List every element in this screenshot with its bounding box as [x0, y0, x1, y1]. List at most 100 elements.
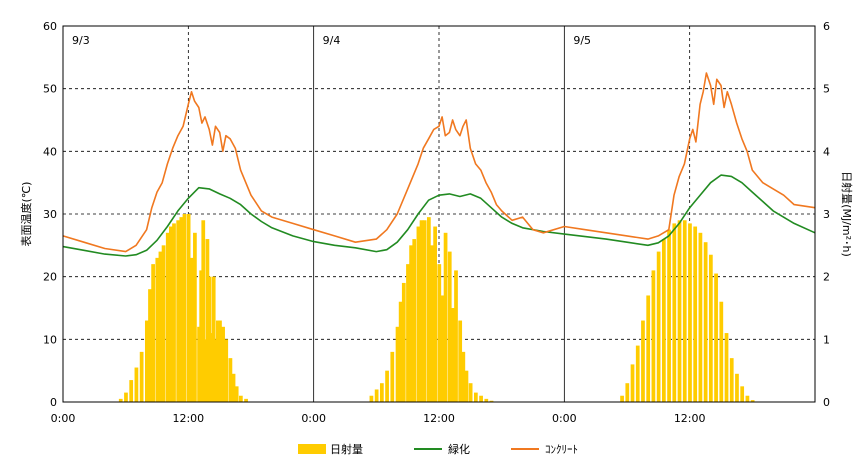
y-left-tick-label: 20: [43, 271, 57, 284]
y-right-tick-label: 3: [823, 208, 830, 221]
radiation-bar: [489, 400, 494, 402]
y-left-tick-label: 10: [43, 333, 57, 346]
radiation-bar: [216, 320, 220, 402]
radiation-bar: [203, 339, 208, 402]
radiation-bar: [228, 358, 233, 402]
radiation-bar: [144, 320, 149, 402]
radiation-bar: [479, 395, 483, 402]
radiation-bar: [426, 217, 431, 402]
plot-frame: [62, 25, 816, 403]
radiation-bar: [176, 220, 181, 402]
y-left-tick-label: 40: [43, 145, 57, 158]
y-right-tick-label: 1: [823, 333, 830, 346]
radiation-bar: [209, 333, 214, 402]
radiation-bar: [182, 214, 187, 402]
y-right-tick-label: 5: [823, 83, 830, 96]
radiation-bar: [401, 282, 406, 402]
radiation-bar: [231, 373, 236, 402]
radiation-bar: [447, 251, 452, 402]
radiation-bar: [708, 254, 713, 402]
radiation-bar: [406, 264, 410, 402]
radiation-bar: [620, 395, 624, 402]
y-right-tick-label: 0: [823, 396, 830, 409]
radiation-bar: [750, 400, 755, 402]
y-axis-left-title: 表面温度(℃): [19, 182, 33, 247]
radiation-bar: [374, 389, 379, 402]
radiation-bar: [199, 270, 204, 402]
x-tick-label: 12:00: [674, 412, 706, 425]
y-right-tick-label: 2: [823, 271, 830, 284]
x-ticks: 0:00 12:00 0:00 12:00 0:00 12:00: [51, 412, 706, 425]
radiation-bar: [443, 232, 448, 402]
radiation-bar: [369, 395, 374, 402]
radiation-bar: [461, 351, 466, 402]
radiation-bar: [646, 295, 651, 402]
day-label: 9/3: [72, 34, 90, 47]
radiation-bar: [218, 320, 222, 402]
radiation-bar: [714, 273, 718, 402]
radiation-bar: [197, 326, 201, 402]
radiation-bar: [151, 264, 155, 402]
y-left-tick-label: 50: [43, 83, 57, 96]
radiation-bar: [134, 367, 139, 402]
radiation-bar: [422, 220, 427, 402]
radiation-bar: [412, 239, 417, 402]
radiation-bar: [169, 226, 173, 402]
radiation-bar: [641, 320, 645, 402]
series-lines: [62, 72, 816, 257]
radiation-bar: [745, 395, 750, 402]
radiation-bar: [454, 270, 458, 402]
legend-swatch-radiation: [298, 444, 326, 454]
radiation-bar: [221, 326, 225, 402]
radiation-bar: [211, 276, 216, 402]
radiation-bar: [379, 383, 384, 402]
radiation-bar: [385, 370, 389, 402]
radiation-bar: [238, 395, 243, 402]
x-tick-label: 0:00: [301, 412, 326, 425]
x-tick-label: 12:00: [172, 412, 204, 425]
y-left-ticks: 0 10 20 30 40 50 60: [43, 20, 57, 409]
radiation-bar: [437, 264, 442, 402]
radiation-bar: [390, 351, 395, 402]
radiation-bar: [458, 320, 463, 402]
radiation-bar: [129, 380, 134, 402]
radiation-bar: [729, 358, 734, 402]
y-right-tick-label: 4: [823, 145, 830, 158]
radiation-bar: [201, 220, 206, 402]
legend: 日射量 緑化 ｺﾝｸﾘｰﾄ: [0, 438, 865, 460]
y-left-tick-label: 60: [43, 20, 57, 33]
radiation-bar: [172, 223, 176, 402]
legend-item-radiation: 日射量: [298, 438, 363, 460]
radiation-bar: [693, 226, 698, 402]
radiation-bar: [207, 276, 212, 402]
legend-label-concrete: ｺﾝｸﾘｰﾄ: [545, 443, 578, 456]
legend-item-green: 緑化: [414, 438, 470, 460]
chart: 0 10 20 30 40 50 60 0 1 2 3 4 5 6 0:00 12:00 0:00 12:00…: [19, 20, 854, 425]
legend-label-radiation: 日射量: [330, 443, 363, 456]
radiation-bar: [395, 326, 400, 402]
radiation-bar: [189, 257, 194, 402]
radiation-bar: [139, 351, 144, 402]
radiation-bar: [724, 333, 729, 402]
radiation-bar: [688, 223, 692, 402]
radiation-bar: [433, 226, 437, 402]
radiation-bar: [468, 383, 473, 402]
radiation-bar: [656, 251, 661, 402]
radiation-bar: [193, 232, 197, 402]
legend-swatch-green: [414, 448, 442, 450]
series-line-concrete: [62, 72, 816, 253]
radiation-bar: [464, 370, 469, 402]
radiation-bar: [735, 373, 739, 402]
radiation-bar: [484, 398, 489, 402]
y-left-tick-label: 30: [43, 208, 57, 221]
radiation-bar: [234, 386, 239, 402]
legend-item-concrete: ｺﾝｸﾘｰﾄ: [511, 438, 578, 460]
y-right-ticks: 0 1 2 3 4 5 6: [823, 20, 830, 409]
radiation-bar: [635, 345, 640, 402]
radiation-bar: [661, 239, 666, 402]
radiation-bar: [161, 245, 166, 402]
radiation-bar: [186, 214, 191, 402]
radiation-bars: [118, 214, 755, 402]
x-tick-label: 0:00: [552, 412, 577, 425]
y-right-tick-label: 6: [823, 20, 830, 33]
